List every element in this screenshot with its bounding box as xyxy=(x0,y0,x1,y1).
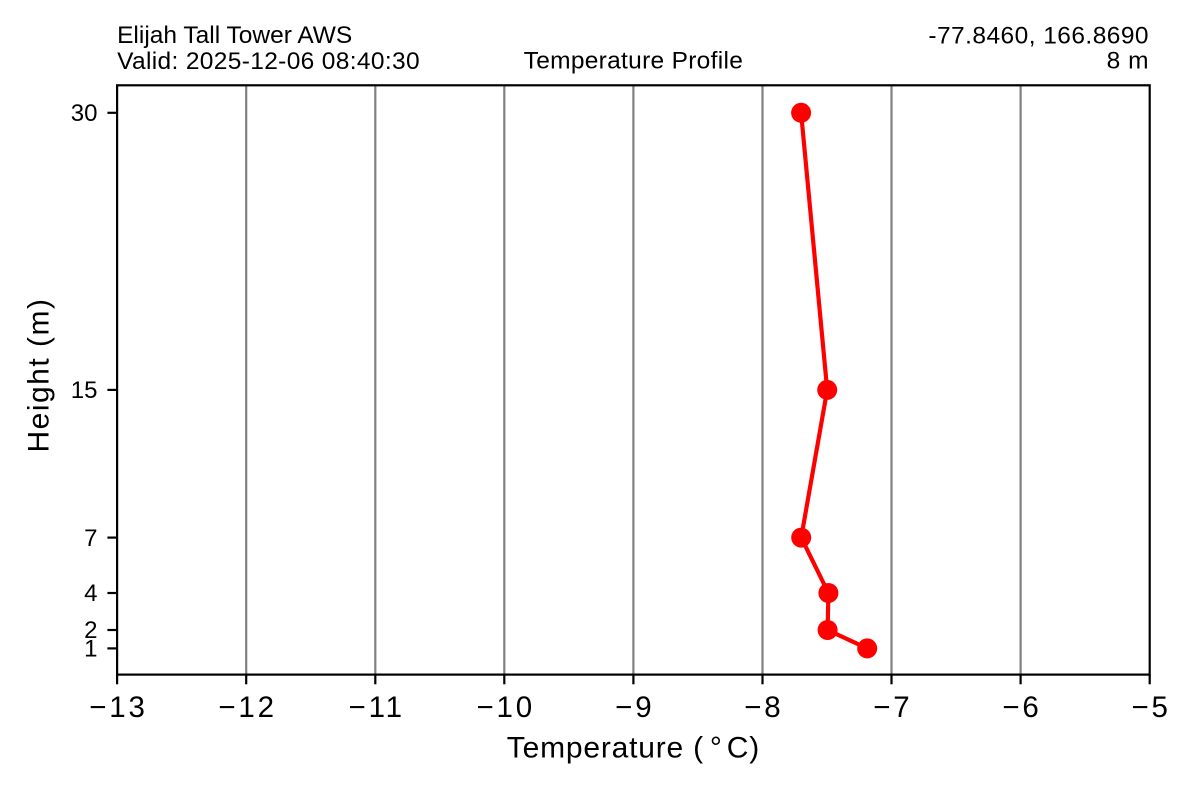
svg-text:−13: −13 xyxy=(89,691,147,724)
svg-text:Temperature Profile: Temperature Profile xyxy=(524,48,744,75)
svg-text:7: 7 xyxy=(84,525,97,552)
svg-text:4: 4 xyxy=(84,580,97,607)
svg-text:−5: −5 xyxy=(1131,691,1170,724)
svg-text:Valid: 2025-12-06 08:40:30: Valid: 2025-12-06 08:40:30 xyxy=(117,48,420,75)
svg-text:−8: −8 xyxy=(744,691,783,724)
svg-text:Height (m): Height (m) xyxy=(23,297,56,452)
svg-text:−10: −10 xyxy=(476,691,534,724)
svg-text:−9: −9 xyxy=(615,691,654,724)
svg-text:−6: −6 xyxy=(1002,691,1041,724)
svg-text:−12: −12 xyxy=(218,691,276,724)
svg-text:15: 15 xyxy=(71,377,98,404)
svg-text:−7: −7 xyxy=(873,691,912,724)
svg-text:-77.8460, 166.8690: -77.8460, 166.8690 xyxy=(928,23,1149,50)
svg-text:Elijah Tall Tower AWS: Elijah Tall Tower AWS xyxy=(117,22,352,49)
svg-text:1: 1 xyxy=(84,636,97,663)
svg-text:2: 2 xyxy=(84,617,97,644)
svg-text:Temperature (°C): Temperature (° C) xyxy=(507,732,760,765)
svg-text:8 m: 8 m xyxy=(1107,48,1149,75)
svg-text:−11: −11 xyxy=(349,691,405,724)
svg-text:30: 30 xyxy=(71,100,98,127)
